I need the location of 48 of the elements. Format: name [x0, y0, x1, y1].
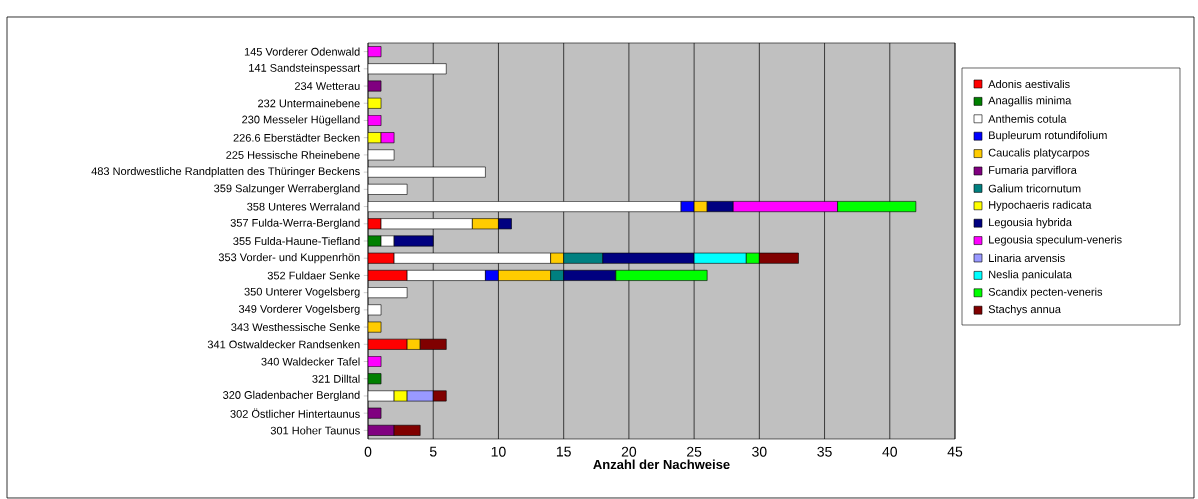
y-tick-label: 341 Ostwaldecker Randsenken [207, 340, 360, 349]
x-tick-label: 5 [429, 446, 437, 457]
y-tick-label: 353 Vorder- und Kuppenrhön [218, 253, 360, 264]
y-tick-label: 321 Dilltal [312, 374, 360, 383]
legend-label: Hypochaeris radicata [989, 200, 1092, 211]
x-tick-label: 15 [556, 446, 571, 457]
legend-label: Stachys annua [988, 305, 1061, 316]
y-tick-label: 483 Nordwestliche Randplatten des Thüringer Beckens [91, 167, 360, 178]
x-tick-label: 10 [491, 446, 506, 457]
y-tick-label: 350 Unterer Vogelsberg [244, 287, 360, 298]
legend-label: Adonis aestivalis [988, 79, 1070, 89]
x-tick-label: 25 [687, 446, 702, 457]
y-tick-label: 232 Untermainebene [258, 99, 360, 108]
x-tick-label: 40 [882, 446, 898, 457]
legend-label: Fumaria parviflora [989, 165, 1077, 177]
x-tick-label: 30 [752, 446, 767, 457]
x-tick-label: 0 [364, 446, 372, 457]
x-tick-label: 45 [947, 446, 963, 457]
y-tick-label: 340 Waldecker Tafel [261, 357, 360, 366]
legend-label: Scandix pecten-veneris [988, 287, 1103, 298]
y-tick-label: 301 Hoher Taunus [270, 426, 360, 435]
legend-label: Caucalis platycarpos [988, 148, 1090, 159]
y-tick-label: 225 Hessische Rheinebene [226, 150, 360, 159]
y-tick-label: 302 Östlicher Hintertaunus [230, 408, 360, 418]
legend-label: Legousia hybrida [989, 218, 1072, 229]
y-tick-label: 358 Unteres Werraland [247, 202, 360, 211]
legend-label: Linaria arvensis [989, 253, 1065, 263]
legend-label: Anthemis cotula [988, 114, 1067, 123]
legend-label: Anagallis minima [988, 96, 1072, 107]
y-tick-label: 320 Gladenbacher Bergland [223, 390, 360, 402]
x-tick-label: 20 [621, 446, 637, 457]
legend-label: Bupleurum rotundifolium [989, 131, 1107, 142]
legend-label: Neslia paniculata [989, 270, 1072, 281]
y-tick-label: 141 Sandsteinspessart [249, 63, 361, 74]
x-axis-title: Anzahl der Nachweise [593, 459, 730, 470]
y-tick-label: 352 Fuldaer Senke [267, 271, 360, 280]
y-tick-label: 357 Fulda-Werra-Bergland [230, 218, 360, 229]
y-tick-label: 234 Wetterau [294, 82, 360, 90]
y-tick-label: 226.6 Eberstädter Becken [233, 133, 360, 142]
legend-label: Galium tricornutum [988, 184, 1081, 193]
x-tick-label: 35 [817, 446, 832, 457]
y-tick-label: 355 Fulda-Haune-Tiefland [233, 236, 360, 246]
y-tick-label: 359 Salzunger Werrabergland [214, 184, 360, 195]
y-tick-label: 230 Messeler Hügelland [242, 115, 360, 126]
y-tick-label: 349 Vorderer Vogelsberg [238, 304, 360, 315]
y-tick-label: 343 Westhessische Senke [231, 323, 360, 332]
y-tick-label: 145 Vorderer Odenwald [244, 47, 360, 56]
legend-label: Legousia speculum-veneris [989, 235, 1122, 246]
